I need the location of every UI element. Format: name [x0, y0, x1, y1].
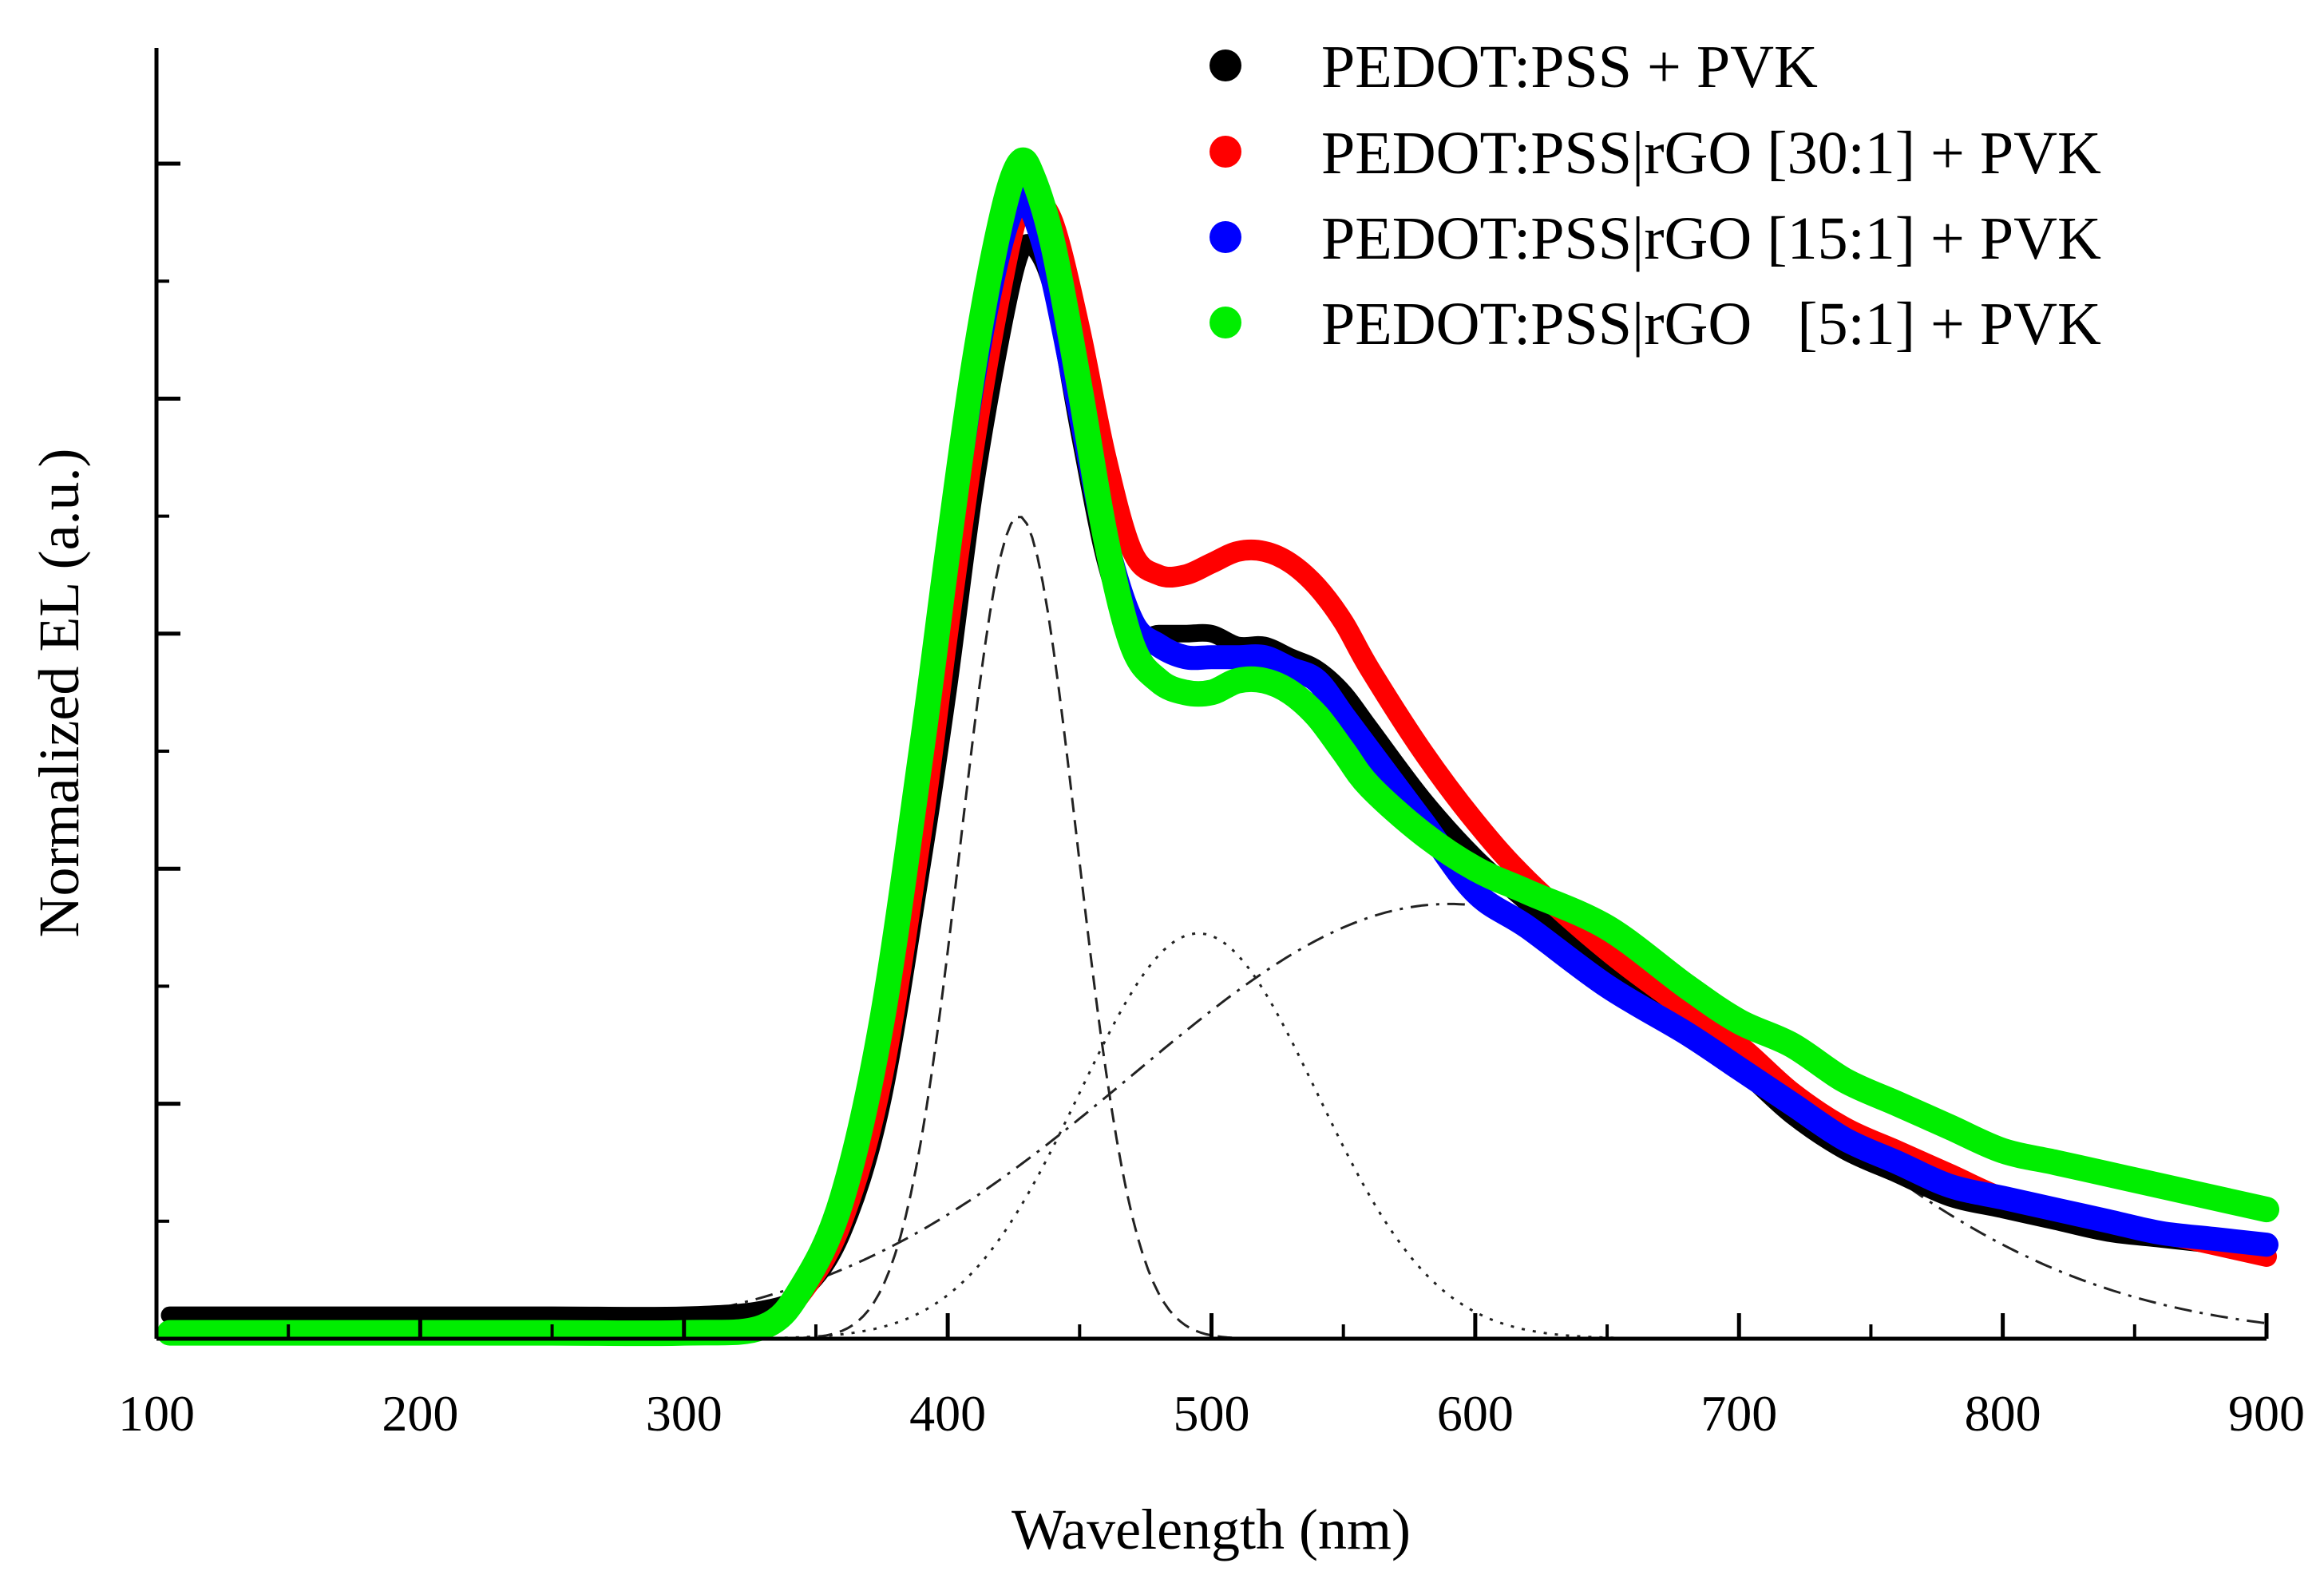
x-ticks: 100 200 300 400 500 600 700 800 900	[118, 1313, 2305, 1442]
legend-label-blue: PEDOT:PSS|rGO [15:1] + PVK	[1321, 205, 2101, 272]
legend-marker-black	[1210, 49, 1241, 81]
series-line-2	[159, 187, 2277, 1344]
series-line-4	[156, 147, 2279, 1347]
x-tick-label: 100	[118, 1385, 195, 1442]
series-line-1	[160, 234, 2275, 1325]
legend: PEDOT:PSS + PVK PEDOT:PSS|rGO [30:1] + P…	[1210, 34, 2101, 358]
x-tick-label: 900	[2228, 1385, 2305, 1442]
x-tick-label: 200	[382, 1385, 458, 1442]
legend-label-green: PEDOT:PSS|rGO [5:1] + PVK	[1321, 291, 2101, 358]
x-tick-label: 500	[1174, 1385, 1250, 1442]
legend-label-black: PEDOT:PSS + PVK	[1321, 34, 1818, 101]
x-tick-label: 600	[1437, 1385, 1514, 1442]
legend-marker-blue	[1210, 221, 1241, 253]
fit-curve-gaussian-3	[683, 902, 2267, 1325]
x-tick-label: 400	[909, 1385, 986, 1442]
data-series	[156, 147, 2279, 1347]
legend-marker-red	[1210, 136, 1241, 168]
y-axis-title: Normalized EL (a.u.)	[27, 448, 91, 937]
x-tick-label: 800	[1965, 1385, 2041, 1442]
series-line-3	[157, 184, 2278, 1346]
y-ticks	[156, 161, 180, 1341]
x-axis-title: Wavelength (nm)	[1012, 1498, 1411, 1561]
x-tick-label: 300	[646, 1385, 723, 1442]
fit-curve-gaussian-2	[683, 932, 2267, 1340]
x-tick-label: 700	[1700, 1385, 1777, 1442]
legend-label-red: PEDOT:PSS|rGO [30:1] + PVK	[1321, 120, 2101, 187]
legend-marker-green	[1210, 307, 1241, 338]
